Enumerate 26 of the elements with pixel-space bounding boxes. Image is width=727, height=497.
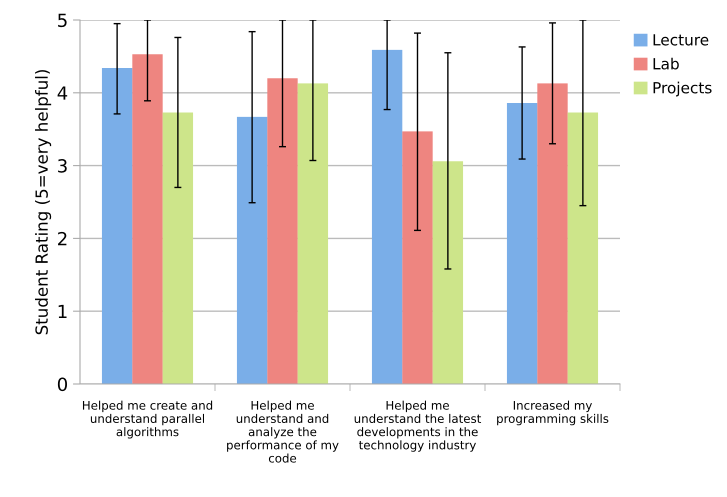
y-tick-label: 3	[58, 159, 67, 173]
bar	[298, 83, 328, 384]
bar	[267, 78, 298, 384]
bar	[432, 161, 464, 384]
bar	[372, 50, 402, 384]
x-tick-label: Helped me understand and analyze the performance of my code	[227, 400, 339, 463]
legend-label: Lecture	[654, 34, 708, 46]
x-tick-label: Helped me create and understand parallel algorithms	[82, 400, 212, 439]
legend-label: Lab	[654, 58, 679, 70]
bar	[132, 54, 163, 384]
bar	[537, 83, 568, 384]
bar	[506, 102, 538, 384]
bar	[102, 68, 132, 384]
y-tick-label: 0	[58, 377, 67, 392]
y-axis-title: Student Rating (5=very helpful)	[35, 70, 52, 334]
legend-label: Projects	[654, 82, 712, 96]
y-tick-label: 4	[58, 86, 68, 100]
bar	[402, 131, 433, 384]
x-tick-label: Increased my programming skills	[497, 400, 608, 426]
x-tick-label: Helped me understand the latest developments in the technology industry	[354, 400, 482, 452]
y-tick-label: 2	[58, 232, 66, 246]
y-tick-label: 5	[58, 14, 67, 28]
y-tick-label: 1	[58, 304, 67, 318]
bar	[236, 116, 268, 384]
bar	[162, 112, 194, 384]
bar	[568, 112, 598, 384]
